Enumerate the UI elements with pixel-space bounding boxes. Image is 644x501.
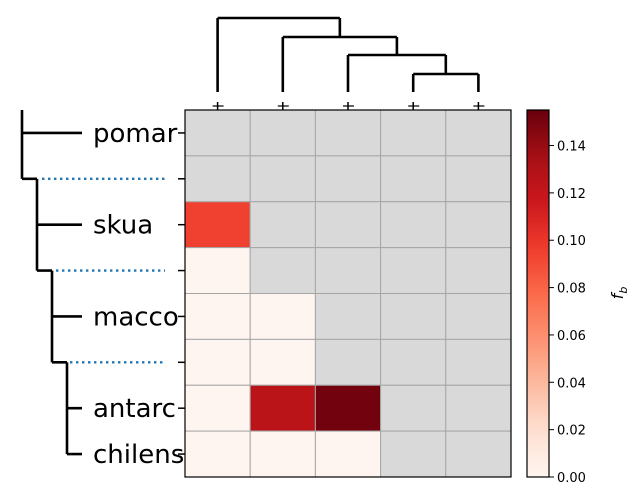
heatmap-cell	[445, 384, 512, 432]
heatmap-cell	[249, 293, 316, 340]
heatmap-cell	[249, 384, 316, 432]
heatmap-cell	[380, 109, 447, 157]
colorbar-tick-label: 0.00	[557, 471, 586, 486]
heatmap-cell	[314, 338, 382, 386]
row-label: chilens	[93, 440, 184, 470]
colorbar-tick-label: 0.14	[557, 140, 586, 155]
heatmap-cell	[184, 293, 251, 340]
heatmap-cell	[445, 293, 512, 340]
heatmap-cell	[314, 430, 382, 478]
row-label: antarc	[93, 394, 176, 424]
heatmap-cell	[249, 109, 316, 157]
heatmap-cell	[249, 430, 316, 478]
heatmap-cell	[249, 155, 316, 203]
colorbar-tick-label: 0.02	[557, 424, 586, 439]
colorbar-tick-label: 0.04	[557, 376, 586, 391]
heatmap-cell	[184, 338, 251, 386]
heatmap-cell	[314, 201, 382, 249]
colorbar-tick-label: 0.10	[557, 234, 586, 249]
heatmap-cell	[445, 201, 512, 249]
colorbar-label: fb	[608, 287, 630, 300]
colorbar-tick-label: 0.08	[557, 282, 586, 297]
row-labels: pomar skua macco antarc chilens	[93, 119, 185, 470]
heatmap-cell	[314, 384, 382, 432]
heatmap-cell	[249, 201, 316, 249]
heatmap-cells	[184, 109, 512, 478]
heatmap-cell	[249, 338, 316, 386]
heatmap-cell	[184, 109, 251, 157]
heatmap-cell	[380, 155, 447, 203]
heatmap-cell	[380, 384, 447, 432]
heatmap-cell	[380, 247, 447, 294]
heatmap-cell	[445, 247, 512, 294]
row-label: pomar	[93, 119, 178, 149]
heatmap-cell	[314, 109, 382, 157]
heatmap-cell	[380, 293, 447, 340]
heatmap-cell	[184, 247, 251, 294]
heatmap-cell	[445, 155, 512, 203]
heatmap-cell	[445, 338, 512, 386]
heatmap-cell	[184, 201, 251, 249]
heatmap-cell	[445, 430, 512, 478]
row-label: skua	[93, 211, 153, 241]
colorbar-gradient	[526, 109, 550, 478]
heatmap-frame	[184, 109, 512, 478]
column-dendrogram	[212, 16, 485, 110]
heatmap-cell	[445, 109, 512, 157]
heatmap-cell	[314, 247, 382, 294]
row-dendrogram	[20, 110, 165, 456]
row-label: macco	[93, 302, 179, 332]
heatmap-cell	[184, 384, 251, 432]
heatmap-cell	[184, 430, 251, 478]
heatmap-cell	[184, 155, 251, 203]
colorbar-tick-label: 0.06	[557, 329, 586, 344]
heatmap-cell	[380, 201, 447, 249]
heatmap-cell	[314, 155, 382, 203]
heatmap-cell	[380, 430, 447, 478]
colorbar-tick-label: 0.12	[557, 187, 586, 202]
heatmap-cell	[249, 247, 316, 294]
colorbar: 0.00 0.02 0.04 0.06 0.08 0.10 0.12 0.14 fb	[526, 109, 630, 486]
heatmap-cell	[380, 338, 447, 386]
heatmap-cell	[314, 293, 382, 340]
